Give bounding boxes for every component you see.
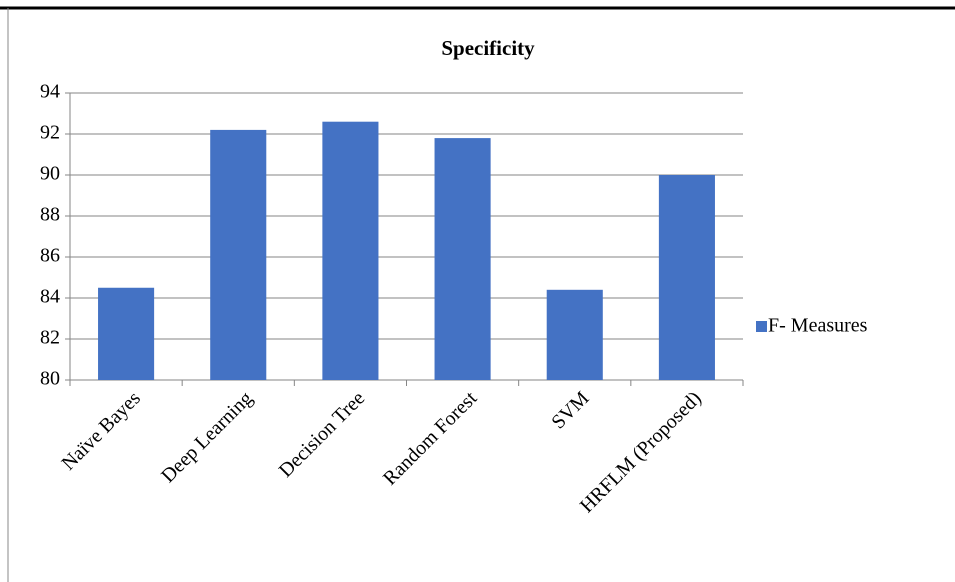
chart-title: Specificity [441,36,535,60]
x-tick-label: HRFLM (Proposed) [576,387,706,517]
y-tick-label: 82 [40,327,60,349]
y-tick-label: 92 [40,122,60,144]
x-tick-label: Naïve Bayes [57,387,145,475]
x-tick-label: Decision Tree [275,387,370,482]
bar [322,121,379,380]
y-tick-label: 86 [40,245,60,267]
y-tick-label: 88 [40,204,60,226]
legend-swatch [756,321,767,332]
x-tick-label: SVM [547,387,593,433]
legend-label: F- Measures [768,315,868,337]
bar [434,138,491,380]
x-tick-label: Random Forest [379,387,482,490]
bar [210,129,267,380]
bar [98,287,155,380]
y-tick-label: 90 [40,163,60,185]
x-tick-label: Deep Learning [157,387,257,487]
y-tick-label: 84 [40,286,60,308]
bar [546,289,603,380]
y-tick-label: 94 [40,81,60,103]
y-tick-label: 80 [40,368,60,390]
bar [658,175,715,380]
